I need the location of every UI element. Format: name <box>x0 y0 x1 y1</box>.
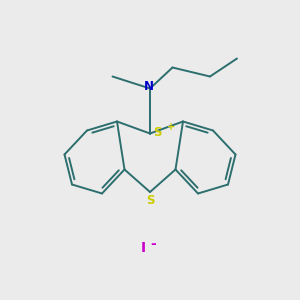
Text: I: I <box>140 241 146 254</box>
Text: N: N <box>143 80 154 94</box>
Text: S: S <box>154 125 162 139</box>
Text: -: - <box>150 237 156 251</box>
Text: S: S <box>146 194 154 206</box>
Text: +: + <box>167 122 175 132</box>
